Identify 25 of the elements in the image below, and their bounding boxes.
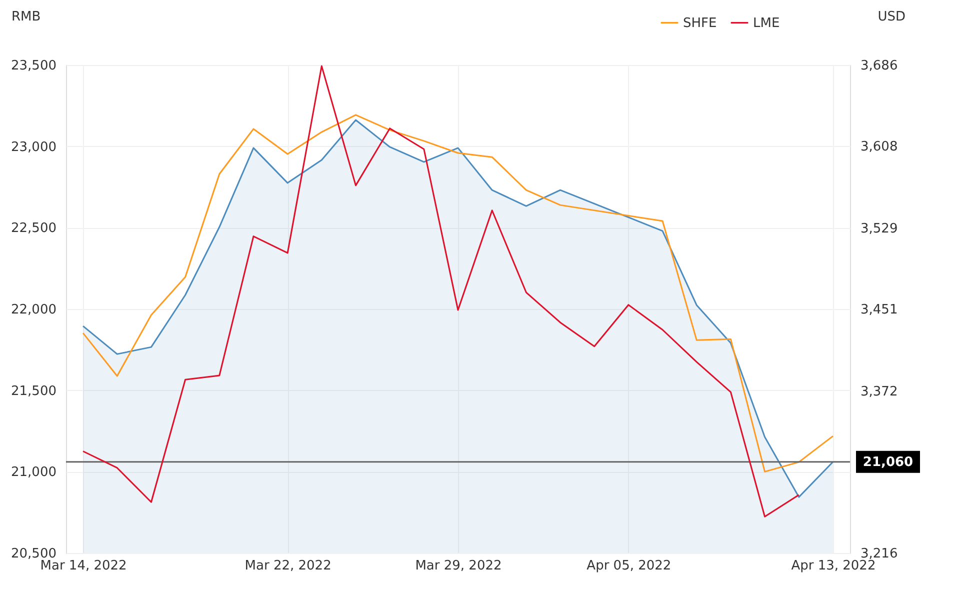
x-tick-label: Apr 13, 2022 (791, 558, 876, 574)
y2-tick-label: 3,372 (860, 384, 898, 400)
x-tick-label: Mar 14, 2022 (40, 558, 127, 574)
line-series (82, 65, 800, 518)
y-tick-label: 20,500 (11, 546, 56, 562)
y2-tick-label: 3,608 (860, 139, 898, 154)
y-tick-label: 22,000 (11, 302, 56, 318)
line-series (82, 114, 834, 472)
y2-tick-label: 3,451 (860, 302, 898, 318)
y2-axis-title: USD (878, 10, 906, 24)
x-tick-label: Mar 29, 2022 (415, 558, 502, 574)
ref-line-label: 21,060 (862, 454, 914, 470)
y-axis-title: RMB (12, 10, 41, 24)
legend-label: LME (753, 16, 780, 31)
y-tick-label: 21,000 (11, 465, 56, 480)
legend-label: SHFE (683, 16, 717, 31)
y2-tick-label: 3,216 (860, 546, 898, 562)
y-tick-label: 22,500 (11, 221, 56, 236)
y-tick-label: 21,500 (11, 384, 56, 399)
y-tick-label: 23,500 (11, 58, 56, 74)
y2-tick-label: 3,686 (860, 58, 898, 74)
x-tick-label: Apr 05, 2022 (586, 558, 672, 574)
x-tick-label: Mar 22, 2022 (244, 558, 332, 574)
y2-tick-label: 3,529 (860, 222, 898, 237)
y-tick-label: 23,000 (11, 140, 56, 155)
